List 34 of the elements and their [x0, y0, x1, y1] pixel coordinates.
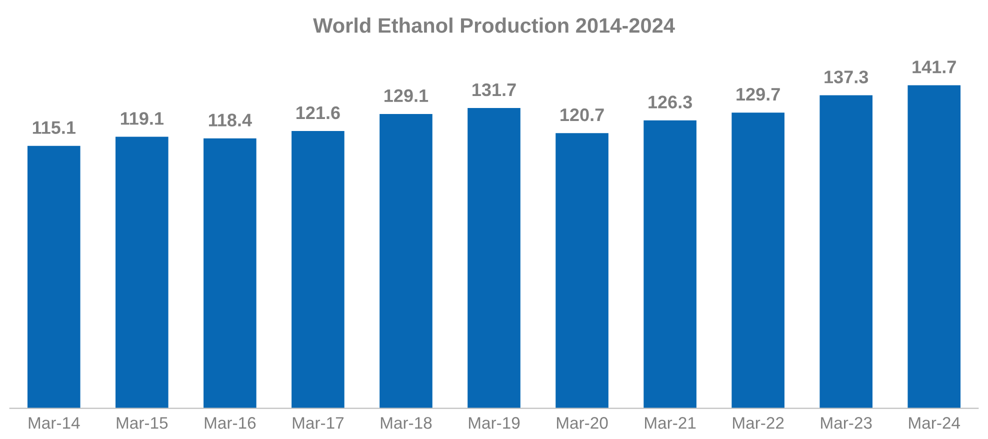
chart-title: World Ethanol Production 2014-2024 [313, 18, 675, 33]
bar [204, 138, 256, 408]
bar [556, 133, 608, 408]
x-tick-label: Mar-16 [204, 417, 256, 429]
data-label: 131.7 [472, 83, 516, 96]
bar [27, 146, 80, 408]
data-label: 119.1 [120, 112, 164, 125]
data-label: 129.7 [736, 88, 780, 101]
bar [468, 108, 520, 408]
data-label: 121.6 [296, 106, 340, 120]
bar [732, 112, 784, 408]
data-label: 115.1 [32, 121, 76, 134]
x-tick-label: Mar-14 [28, 417, 80, 429]
x-tick-label: Mar-17 [292, 417, 344, 429]
data-label: 118.4 [208, 114, 252, 126]
x-tick-label: Mar-18 [380, 417, 432, 429]
x-tick-label: Mar-15 [116, 417, 168, 429]
data-label: 137.3 [824, 70, 868, 84]
bar [292, 131, 344, 408]
x-tick-label: Mar-19 [468, 417, 520, 429]
bar [116, 136, 168, 408]
data-label: 129.1 [384, 89, 428, 102]
bar [820, 95, 872, 408]
data-label: 141.7 [912, 60, 956, 74]
x-tick-label: Mar-20 [556, 417, 608, 429]
x-tick-label: Mar-24 [909, 417, 960, 429]
data-label: 126.3 [648, 96, 692, 108]
x-tick-label: Mar-21 [645, 417, 696, 429]
x-tick-label: Mar-23 [821, 417, 872, 429]
bar [380, 114, 432, 408]
bar [908, 85, 961, 408]
data-label: 120.7 [560, 108, 604, 122]
x-tick-label: Mar-22 [733, 417, 784, 429]
bar [644, 120, 696, 408]
